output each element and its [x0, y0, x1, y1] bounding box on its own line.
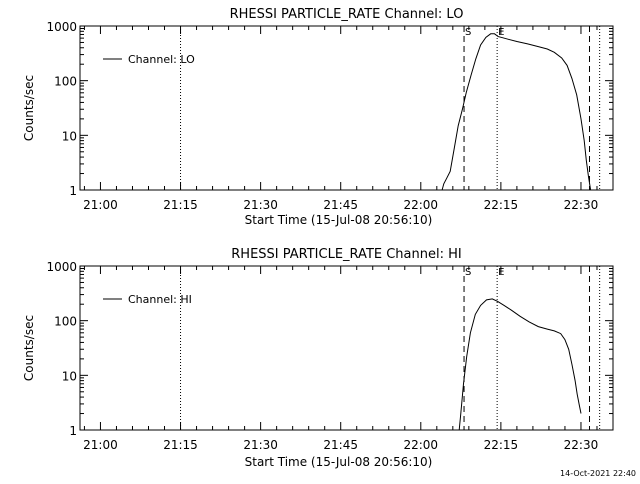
y-tick-label: 10	[62, 369, 77, 383]
y-tick-label: 1000	[46, 20, 77, 34]
time-marker-label: S	[465, 267, 471, 278]
chart-title: RHESSI PARTICLE_RATE Channel: HI	[231, 247, 461, 262]
x-tick-label: 22:15	[484, 438, 519, 452]
y-tick-label: 1	[69, 424, 77, 438]
y-tick-label: 10	[62, 129, 77, 143]
series-line	[458, 298, 582, 431]
series-line	[434, 33, 592, 191]
legend-label: Channel: HI	[128, 293, 192, 306]
plot-frame	[79, 265, 614, 431]
y-axis-label: Counts/sec	[22, 315, 36, 381]
x-tick-label: 22:30	[564, 438, 599, 452]
chart-title: RHESSI PARTICLE_RATE Channel: LO	[230, 7, 464, 22]
panel-lo: RHESSI PARTICLE_RATE Channel: LO Counts/s…	[22, 7, 614, 227]
x-tick-label: 22:15	[484, 198, 519, 212]
x-tick-label: 21:45	[323, 198, 358, 212]
x-tick-label: 21:45	[323, 438, 358, 452]
x-axis-label: Start Time (15-Jul-08 20:56:10)	[245, 455, 433, 469]
x-axis-label: Start Time (15-Jul-08 20:56:10)	[245, 213, 433, 227]
y-tick-label: 1	[69, 184, 77, 198]
x-tick-label: 21:15	[163, 438, 198, 452]
x-tick-label: 21:30	[243, 438, 278, 452]
x-tick-label: 21:15	[163, 198, 198, 212]
y-tick-label: 1000	[46, 260, 77, 274]
x-tick-label: 21:00	[83, 438, 118, 452]
panel-hi: RHESSI PARTICLE_RATE Channel: HI Counts/s…	[22, 247, 614, 469]
y-tick-label: 100	[54, 75, 77, 89]
time-marker-label: S	[465, 27, 471, 38]
time-marker-label: E	[498, 27, 504, 38]
plot-frame	[79, 25, 614, 191]
x-tick-label: 21:00	[83, 198, 118, 212]
y-axis-label: Counts/sec	[22, 75, 36, 141]
y-tick-label: 100	[54, 315, 77, 329]
footer-timestamp: 14-Oct-2021 22:40	[560, 469, 636, 478]
time-marker-label: E	[498, 267, 504, 278]
x-tick-label: 21:30	[243, 198, 278, 212]
x-tick-label: 22:30	[564, 198, 599, 212]
x-tick-label: 22:00	[403, 438, 438, 452]
x-tick-label: 22:00	[403, 198, 438, 212]
legend-label: Channel: LO	[128, 53, 195, 66]
